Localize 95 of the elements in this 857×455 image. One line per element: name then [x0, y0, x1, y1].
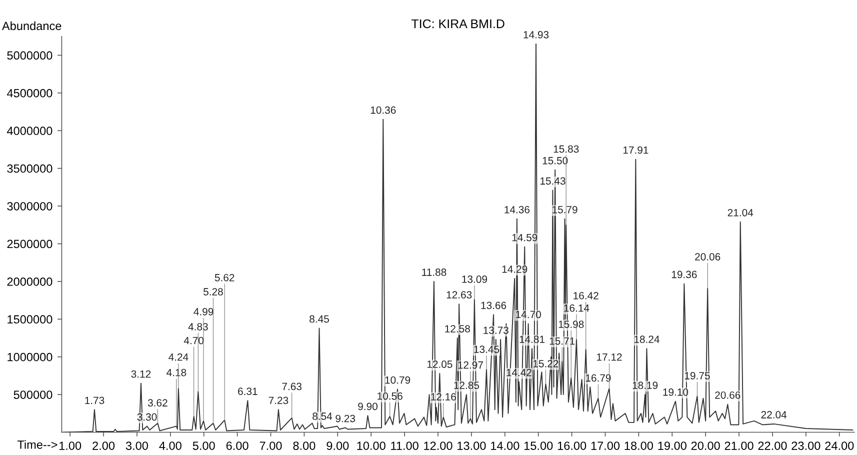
annotation: 15.50	[542, 156, 568, 164]
annotation: 12.58	[445, 325, 470, 332]
annotation: 14.70	[516, 310, 541, 318]
annotation: 17.12	[597, 353, 622, 361]
annotation: 13.45	[474, 346, 500, 354]
annotation: 16.42	[574, 292, 598, 300]
x-tick-label: 14.00	[491, 442, 520, 450]
x-tick-label: 16.00	[558, 442, 586, 450]
annotation: 10.56	[378, 392, 402, 400]
annotation: 8.54	[312, 412, 332, 420]
annotation: 14.93	[524, 31, 549, 38]
y-tick-label: 1500000	[8, 315, 52, 324]
annotation: 19.36	[672, 270, 697, 278]
annotation: 9.90	[358, 402, 378, 410]
y-tick-label: 5000000	[7, 51, 52, 60]
y-tick-label: 3500000	[7, 164, 52, 173]
x-tick-label: 5.00	[192, 442, 215, 450]
x-tick-label: 10.00	[357, 442, 386, 450]
y-tick-label: 1000000	[8, 352, 52, 362]
annotation: 17.91	[623, 146, 648, 154]
annotation: 15.79	[552, 206, 578, 214]
x-tick-label: 8.00	[293, 442, 316, 450]
annotation: 18.24	[634, 336, 660, 344]
annotation: 11.88	[422, 268, 446, 276]
annotation: 4.83	[188, 323, 208, 330]
x-tick-label: 13.00	[458, 442, 486, 450]
annotation: 6.31	[238, 388, 258, 396]
annotation: 12.85	[454, 382, 480, 390]
x-tick-label: 21.00	[724, 442, 754, 450]
annotation: 20.66	[715, 391, 740, 399]
y-tick-label: 3000000	[7, 202, 52, 210]
annotation: 21.04	[728, 208, 754, 216]
annotation: 5.62	[214, 274, 234, 282]
x-tick-label: 15.00	[524, 442, 553, 450]
annotation: 13.66	[481, 302, 506, 310]
annotation: 8.45	[310, 315, 329, 323]
annotation: 4.99	[194, 308, 214, 316]
annotation: 19.75	[684, 372, 710, 380]
y-tick-label: 4000000	[6, 126, 52, 136]
x-tick-label: 3.00	[126, 442, 148, 450]
annotation: 3.30	[137, 413, 157, 421]
x-tick-label: 9.00	[326, 442, 349, 450]
y-tick-label: 2500000	[7, 240, 52, 248]
annotation: 10.36	[370, 106, 396, 114]
annotation: 12.97	[458, 361, 483, 369]
annotation: 18.19	[632, 382, 658, 390]
annotation: 13.73	[484, 326, 508, 334]
annotation: 4.18	[166, 368, 186, 376]
annotation: 5.28	[204, 288, 223, 296]
x-axis-title: Time-->	[17, 440, 58, 449]
annotation: 12.16	[431, 393, 456, 401]
x-tick-label: 1.00	[59, 442, 82, 450]
annotation: 15.43	[540, 177, 566, 185]
annotation: 19.10	[663, 388, 688, 396]
x-tick-label: 22.00	[758, 442, 787, 450]
annotation: 22.04	[761, 411, 787, 418]
annotation: 16.14	[564, 304, 590, 312]
y-tick-label: 500000	[14, 390, 52, 399]
x-tick-label: 19.00	[658, 442, 686, 450]
annotation: 10.79	[385, 376, 410, 384]
annotation: 15.98	[558, 320, 584, 328]
annotation: 14.81	[520, 336, 545, 344]
x-tick-label: 20.00	[691, 442, 720, 450]
annotation: 9.23	[336, 414, 356, 422]
annotation: 15.71	[550, 337, 575, 345]
annotation: 7.23	[268, 396, 288, 404]
annotation: 14.42	[506, 368, 532, 376]
annotation: 15.83	[554, 145, 579, 153]
annotation: 7.63	[282, 382, 302, 390]
annotation: 3.62	[148, 399, 168, 407]
chart-title: TIC: KIRA BMI.D	[411, 19, 504, 28]
y-tick-label: 4500000	[6, 88, 52, 98]
x-tick-label: 7.00	[260, 442, 282, 450]
annotation: 12.63	[446, 291, 472, 299]
annotation: 4.24	[168, 353, 188, 361]
x-tick-label: 11.00	[391, 442, 418, 450]
annotation: 13.09	[462, 276, 487, 283]
x-tick-label: 18.00	[624, 442, 653, 450]
annotation: 1.73	[85, 396, 104, 404]
annotation: 14.29	[502, 266, 528, 273]
x-tick-label: 23.00	[792, 442, 820, 450]
x-tick-label: 12.00	[424, 442, 452, 450]
annotation: 14.36	[504, 206, 530, 214]
x-tick-label: 24.00	[825, 442, 854, 450]
y-axis-title: Abundance	[2, 21, 62, 30]
y-tick-label: 2000000	[7, 277, 52, 286]
x-tick-label: 2.00	[92, 442, 115, 450]
x-tick-label: 17.00	[591, 442, 620, 450]
x-tick-label: 4.00	[159, 442, 182, 450]
annotation: 20.06	[695, 253, 720, 260]
annotation: 15.22	[533, 360, 558, 368]
annotation: 12.05	[427, 360, 452, 368]
annotation: 3.12	[131, 370, 151, 378]
x-tick-label: 6.00	[226, 442, 248, 450]
annotation: 14.59	[512, 234, 538, 242]
